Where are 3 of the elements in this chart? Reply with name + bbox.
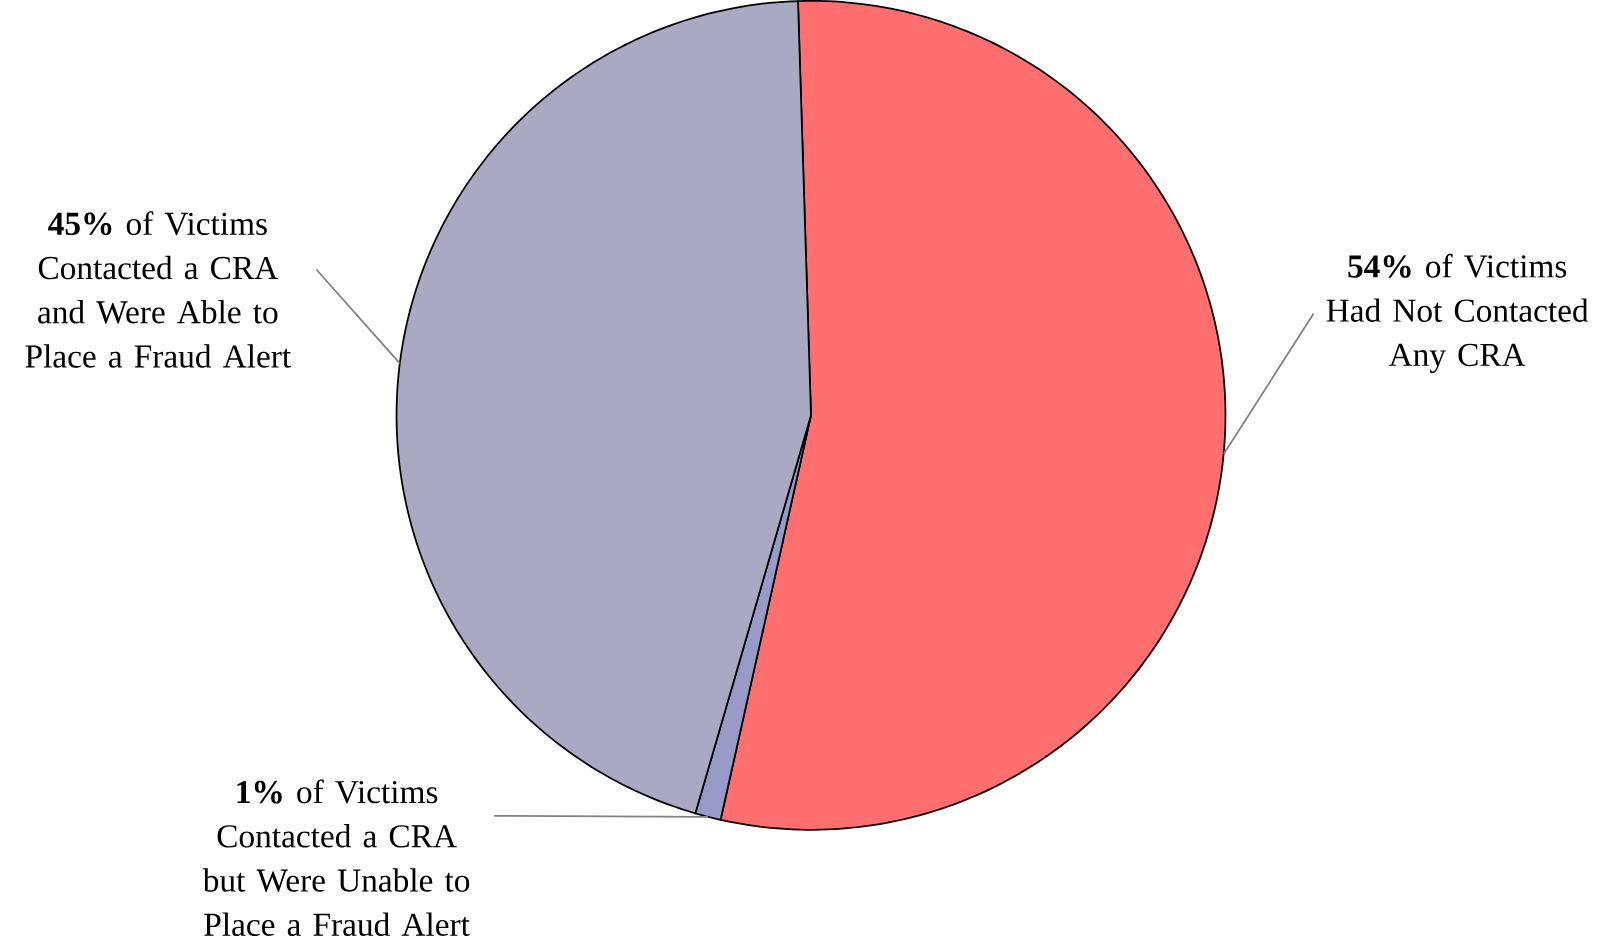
slice-label: 1% of Victims Contacted a CRA but Were Unable to Place a Fraud Alert bbox=[202, 779, 470, 936]
slice-label: 54% of Victims Had Not Contacted Any CRA bbox=[1326, 253, 1589, 374]
slice-label: 45% of Victims Contacted a CRA and Were Able to Place a Fraud Alert bbox=[25, 211, 291, 368]
